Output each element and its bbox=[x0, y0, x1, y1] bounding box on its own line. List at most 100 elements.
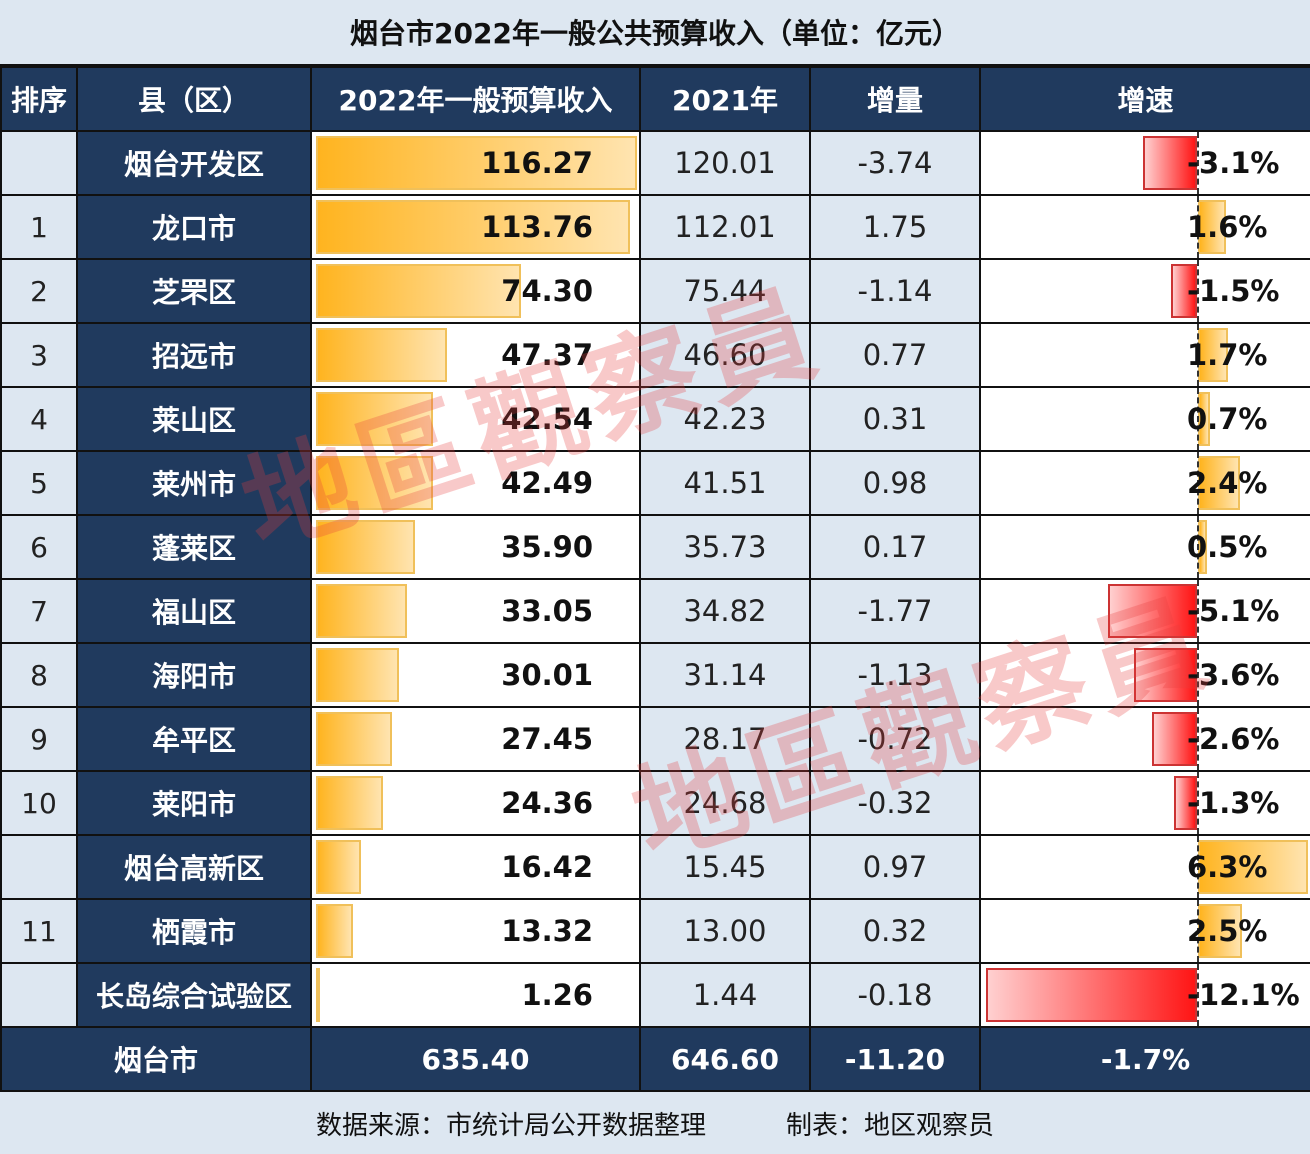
district-name: 蓬莱区 bbox=[76, 514, 312, 580]
rate-value: -1.3% bbox=[1187, 786, 1280, 820]
revenue-bar bbox=[316, 840, 361, 894]
rate-cell: -5.1% bbox=[979, 578, 1310, 644]
rate-cell: -3.1% bbox=[979, 130, 1310, 196]
rate-value: -2.6% bbox=[1187, 722, 1280, 756]
zero-axis-line bbox=[1197, 325, 1199, 385]
table-row: 10 莱阳市 24.36 24.68 -0.32 -1.3% bbox=[0, 770, 1310, 836]
rank-cell: 7 bbox=[0, 578, 78, 644]
table-row: 9 牟平区 27.45 28.17 -0.72 -2.6% bbox=[0, 706, 1310, 772]
current-value: 116.27 bbox=[481, 146, 593, 180]
current-cell: 42.54 bbox=[310, 386, 641, 452]
previous-value: 13.00 bbox=[639, 898, 811, 964]
rate-value: 6.3% bbox=[1187, 850, 1268, 884]
rank-cell bbox=[0, 834, 78, 900]
revenue-bar bbox=[316, 392, 433, 446]
total-previous: 646.60 bbox=[639, 1026, 811, 1092]
rate-cell: -12.1% bbox=[979, 962, 1310, 1028]
table-row: 8 海阳市 30.01 31.14 -1.13 -3.6% bbox=[0, 642, 1310, 708]
table-row: 2 芝罘区 74.30 75.44 -1.14 -1.5% bbox=[0, 258, 1310, 324]
rank-cell: 2 bbox=[0, 258, 78, 324]
table-row: 烟台高新区 16.42 15.45 0.97 6.3% bbox=[0, 834, 1310, 900]
revenue-bar bbox=[316, 264, 521, 318]
table-row: 7 福山区 33.05 34.82 -1.77 -5.1% bbox=[0, 578, 1310, 644]
header-name: 县（区） bbox=[76, 66, 312, 132]
delta-value: -1.14 bbox=[809, 258, 981, 324]
positive-rate-bar bbox=[1198, 520, 1207, 574]
district-name: 烟台开发区 bbox=[76, 130, 312, 196]
positive-rate-bar bbox=[1198, 456, 1240, 510]
rate-value: 0.7% bbox=[1187, 402, 1268, 436]
district-name: 栖霞市 bbox=[76, 898, 312, 964]
previous-value: 46.60 bbox=[639, 322, 811, 388]
table-row: 1 龙口市 113.76 112.01 1.75 1.6% bbox=[0, 194, 1310, 260]
table-row: 11 栖霞市 13.32 13.00 0.32 2.5% bbox=[0, 898, 1310, 964]
current-cell: 35.90 bbox=[310, 514, 641, 580]
rate-cell: 2.4% bbox=[979, 450, 1310, 516]
rank-cell: 11 bbox=[0, 898, 78, 964]
rank-cell: 4 bbox=[0, 386, 78, 452]
delta-value: -1.13 bbox=[809, 642, 981, 708]
negative-rate-bar bbox=[986, 968, 1197, 1022]
budget-table: 排序 县（区） 2022年一般预算收入 2021年 增量 增速 烟台开发区 11… bbox=[0, 66, 1310, 1092]
rate-value: -12.1% bbox=[1187, 978, 1300, 1012]
previous-value: 1.44 bbox=[639, 962, 811, 1028]
negative-rate-bar bbox=[1143, 136, 1197, 190]
header-previous: 2021年 bbox=[639, 66, 811, 132]
negative-rate-bar bbox=[1108, 584, 1197, 638]
negative-rate-bar bbox=[1171, 264, 1197, 318]
rate-cell: 1.6% bbox=[979, 194, 1310, 260]
current-value: 27.45 bbox=[501, 722, 593, 756]
current-value: 47.37 bbox=[501, 338, 593, 372]
total-row: 烟台市 635.40 646.60 -11.20 -1.7% bbox=[0, 1026, 1310, 1092]
table-row: 长岛综合试验区 1.26 1.44 -0.18 -12.1% bbox=[0, 962, 1310, 1028]
header-rate: 增速 bbox=[979, 66, 1310, 132]
revenue-bar bbox=[316, 456, 433, 510]
delta-value: 0.77 bbox=[809, 322, 981, 388]
positive-rate-bar bbox=[1198, 200, 1226, 254]
negative-rate-bar bbox=[1152, 712, 1197, 766]
current-value: 33.05 bbox=[501, 594, 593, 628]
header-current: 2022年一般预算收入 bbox=[310, 66, 641, 132]
zero-axis-line bbox=[1197, 837, 1199, 897]
revenue-bar bbox=[316, 584, 407, 638]
table-row: 4 莱山区 42.54 42.23 0.31 0.7% bbox=[0, 386, 1310, 452]
rate-cell: -1.5% bbox=[979, 258, 1310, 324]
rank-cell bbox=[0, 962, 78, 1028]
previous-value: 42.23 bbox=[639, 386, 811, 452]
zero-axis-line bbox=[1197, 773, 1199, 833]
zero-axis-line bbox=[1197, 389, 1199, 449]
current-cell: 33.05 bbox=[310, 578, 641, 644]
table-row: 5 莱州市 42.49 41.51 0.98 2.4% bbox=[0, 450, 1310, 516]
total-delta: -11.20 bbox=[809, 1026, 981, 1092]
zero-axis-line bbox=[1197, 965, 1199, 1025]
district-name: 莱阳市 bbox=[76, 770, 312, 836]
delta-value: -0.72 bbox=[809, 706, 981, 772]
rank-cell: 9 bbox=[0, 706, 78, 772]
rate-cell: 6.3% bbox=[979, 834, 1310, 900]
negative-rate-bar bbox=[1134, 648, 1197, 702]
rank-cell: 6 bbox=[0, 514, 78, 580]
total-rate: -1.7% bbox=[979, 1026, 1310, 1092]
district-name: 龙口市 bbox=[76, 194, 312, 260]
author-note: 制表：地区观察员 bbox=[786, 1110, 995, 1141]
positive-rate-bar bbox=[1198, 328, 1228, 382]
zero-axis-line bbox=[1197, 133, 1199, 193]
current-cell: 30.01 bbox=[310, 642, 641, 708]
previous-value: 15.45 bbox=[639, 834, 811, 900]
previous-value: 35.73 bbox=[639, 514, 811, 580]
delta-value: 0.32 bbox=[809, 898, 981, 964]
district-name: 招远市 bbox=[76, 322, 312, 388]
current-value: 74.30 bbox=[501, 274, 593, 308]
rate-cell: 0.7% bbox=[979, 386, 1310, 452]
current-cell: 16.42 bbox=[310, 834, 641, 900]
delta-value: 0.17 bbox=[809, 514, 981, 580]
revenue-bar bbox=[316, 776, 383, 830]
rank-cell: 8 bbox=[0, 642, 78, 708]
revenue-bar bbox=[316, 136, 637, 190]
delta-value: -3.74 bbox=[809, 130, 981, 196]
district-name: 烟台高新区 bbox=[76, 834, 312, 900]
district-name: 福山区 bbox=[76, 578, 312, 644]
current-value: 113.76 bbox=[481, 210, 593, 244]
rank-cell: 10 bbox=[0, 770, 78, 836]
rate-value: -3.1% bbox=[1187, 146, 1280, 180]
